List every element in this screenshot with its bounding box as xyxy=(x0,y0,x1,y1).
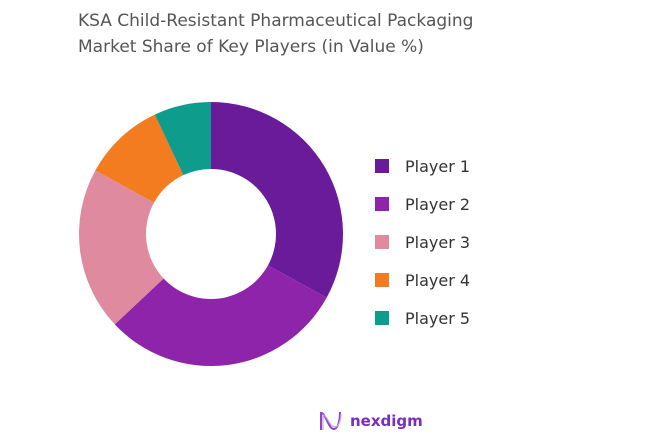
legend-swatch xyxy=(375,235,389,249)
donut-slice-2 xyxy=(114,265,327,366)
donut-slice-3 xyxy=(78,170,164,325)
legend-item: Player 4 xyxy=(375,261,470,299)
chart-title: KSA Child-Resistant Pharmaceutical Packa… xyxy=(78,8,473,60)
legend-label: Player 2 xyxy=(405,194,471,214)
legend-swatch xyxy=(375,311,389,325)
legend-swatch xyxy=(375,273,389,287)
donut-slice-1 xyxy=(211,102,343,298)
legend-swatch xyxy=(375,197,389,211)
legend-item: Player 1 xyxy=(375,147,470,185)
legend-item: Player 5 xyxy=(375,299,470,337)
legend-label: Player 4 xyxy=(405,270,471,290)
donut-slice-4 xyxy=(95,114,184,203)
legend: Player 1 Player 2 Player 3 Player 4 Play… xyxy=(375,147,470,337)
donut-slice-5 xyxy=(154,102,211,176)
legend-label: Player 1 xyxy=(405,156,471,176)
legend-label: Player 5 xyxy=(405,308,471,328)
legend-label: Player 3 xyxy=(405,232,471,252)
logo-text: nexdigm xyxy=(350,412,423,430)
legend-item: Player 3 xyxy=(375,223,470,261)
title-line-1: KSA Child-Resistant Pharmaceutical Packa… xyxy=(78,11,474,31)
title-line-2: Market Share of Key Players (in Value %) xyxy=(78,37,424,57)
logo-wave-icon xyxy=(320,411,342,431)
legend-swatch xyxy=(375,159,389,173)
legend-item: Player 2 xyxy=(375,185,470,223)
nexdigm-logo: nexdigm xyxy=(318,410,423,432)
